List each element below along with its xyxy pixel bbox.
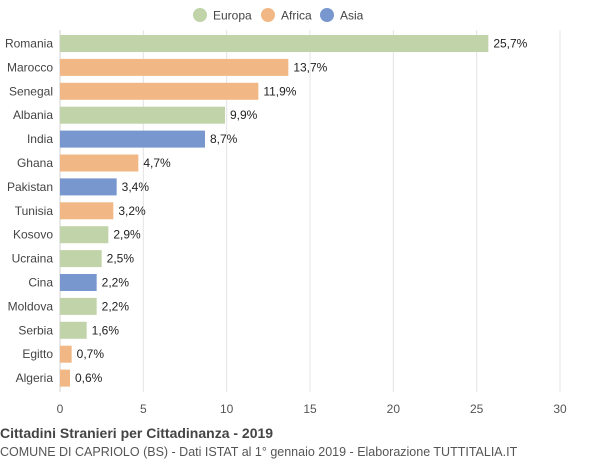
bar-senegal [60,82,259,100]
bar-egitto [60,345,72,363]
value-label: 0,7% [77,347,105,361]
value-label: 2,5% [107,252,135,266]
category-label: Ghana [17,156,53,170]
bar-serbia [60,321,87,339]
x-tick-label: 15 [303,402,317,416]
legend-swatch-africa [261,8,275,22]
bar-cina [60,274,97,291]
legend-swatch-europa [193,8,207,22]
bar-india [60,130,205,148]
bar-tunisia [60,202,114,220]
value-label: 2,9% [113,228,141,242]
x-tick-label: 25 [470,402,484,416]
category-label: Romania [5,37,53,51]
x-tick-label: 20 [387,402,401,416]
chart-canvas: 0 5 10 15 20 25 30 Romania 25,7% Marocco 13,7% Sene… [5,8,567,416]
bar-ghana [60,154,139,172]
bar-romania [60,35,489,52]
bar-kosovo [60,226,109,244]
legend-label-africa: Africa [281,9,312,23]
bar-algeria [60,369,70,387]
category-label: Ucraina [12,252,54,266]
value-label: 3,4% [122,180,150,194]
legend-label-europa: Europa [213,9,252,23]
category-label: Algeria [16,371,54,385]
x-tick-label: 5 [140,402,147,416]
category-label: Marocco [7,60,53,74]
bar-marocco [60,58,289,76]
bar-ucraina [60,250,102,268]
legend-label-asia: Asia [340,9,364,23]
category-label: Albania [13,108,53,122]
category-label: Egitto [22,347,53,361]
value-label: 2,2% [102,299,130,313]
category-label: India [27,132,53,146]
x-tick-label: 30 [553,402,567,416]
bar-moldova [60,297,97,315]
value-label: 13,7% [293,60,327,74]
legend-swatch-asia [320,8,334,22]
value-label: 25,7% [493,37,527,51]
category-label: Tunisia [15,204,54,218]
value-label: 8,7% [210,132,238,146]
chart-title: Cittadini Stranieri per Cittadinanza - 2… [0,425,274,441]
value-label: 3,2% [118,204,146,218]
category-label: Senegal [9,84,53,98]
value-label: 9,9% [230,108,258,122]
value-label: 2,2% [102,276,130,290]
value-label: 1,6% [92,323,120,337]
value-label: 4,7% [143,156,171,170]
category-label: Pakistan [7,180,53,194]
x-tick-label: 0 [57,402,64,416]
value-label: 11,9% [263,84,296,98]
bar-albania [60,106,225,124]
chart-subtitle: COMUNE DI CAPRIOLO (BS) - Dati ISTAT al … [0,445,518,459]
value-label: 0,6% [75,371,103,385]
bar-pakistan [60,178,117,196]
category-label: Moldova [8,299,54,313]
category-label: Kosovo [13,228,53,242]
category-label: Cina [28,276,53,290]
category-label: Serbia [18,323,53,337]
x-tick-label: 10 [220,402,234,416]
